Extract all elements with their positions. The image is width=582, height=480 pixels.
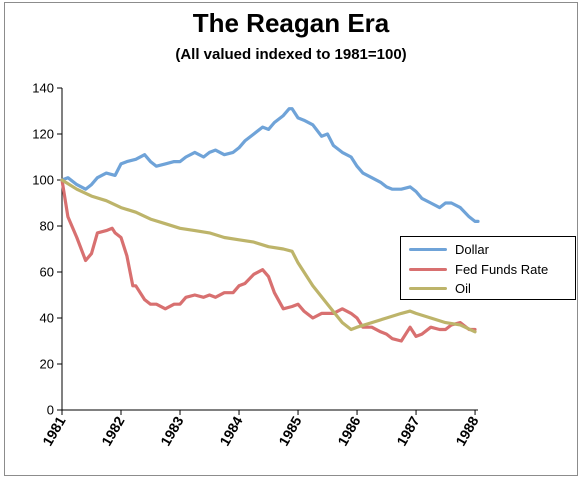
y-tick-label: 120	[32, 127, 54, 142]
series-line-dollar	[60, 107, 480, 223]
legend-swatch-oil	[409, 286, 447, 290]
y-tick-label: 100	[32, 173, 54, 188]
legend-swatch-fed-funds-rate	[409, 267, 447, 271]
series-line-fed-funds-rate	[60, 178, 477, 343]
y-tick-label: 20	[40, 357, 54, 372]
x-tick-label: 1981	[39, 413, 69, 448]
legend: Dollar Fed Funds Rate Oil	[400, 236, 576, 300]
legend-label-oil: Oil	[455, 280, 471, 296]
chart-title: The Reagan Era	[192, 8, 390, 38]
x-tick-label: 1984	[216, 413, 246, 448]
y-tick-label: 60	[40, 265, 54, 280]
legend-item-dollar: Dollar	[409, 239, 489, 259]
legend-item-oil: Oil	[409, 278, 471, 298]
axes	[61, 88, 478, 411]
x-tick-label: 1988	[452, 413, 482, 448]
y-axis-ticks: 0 20 40 60 80 100 120 140	[32, 81, 62, 418]
chart-subtitle: (All valued indexed to 1981=100)	[175, 46, 407, 63]
legend-item-fed-funds-rate: Fed Funds Rate	[409, 259, 548, 279]
legend-swatch-dollar	[409, 247, 447, 251]
x-tick-label: 1987	[393, 413, 423, 448]
x-tick-label: 1983	[157, 413, 187, 448]
y-tick-label: 0	[47, 403, 54, 418]
y-tick-label: 80	[40, 219, 54, 234]
series-line-oil	[60, 178, 477, 334]
y-tick-label: 40	[40, 311, 54, 326]
legend-label-fed-funds-rate: Fed Funds Rate	[455, 261, 549, 277]
series-lines	[60, 107, 480, 343]
x-tick-label: 1986	[334, 413, 364, 448]
legend-label-dollar: Dollar	[455, 241, 489, 257]
y-tick-label: 140	[32, 81, 54, 96]
x-tick-label: 1982	[98, 413, 128, 448]
x-tick-label: 1985	[275, 413, 305, 448]
x-axis-ticks: 1981 1982 1983 1984 1985 1986 1987 1988	[39, 410, 482, 448]
